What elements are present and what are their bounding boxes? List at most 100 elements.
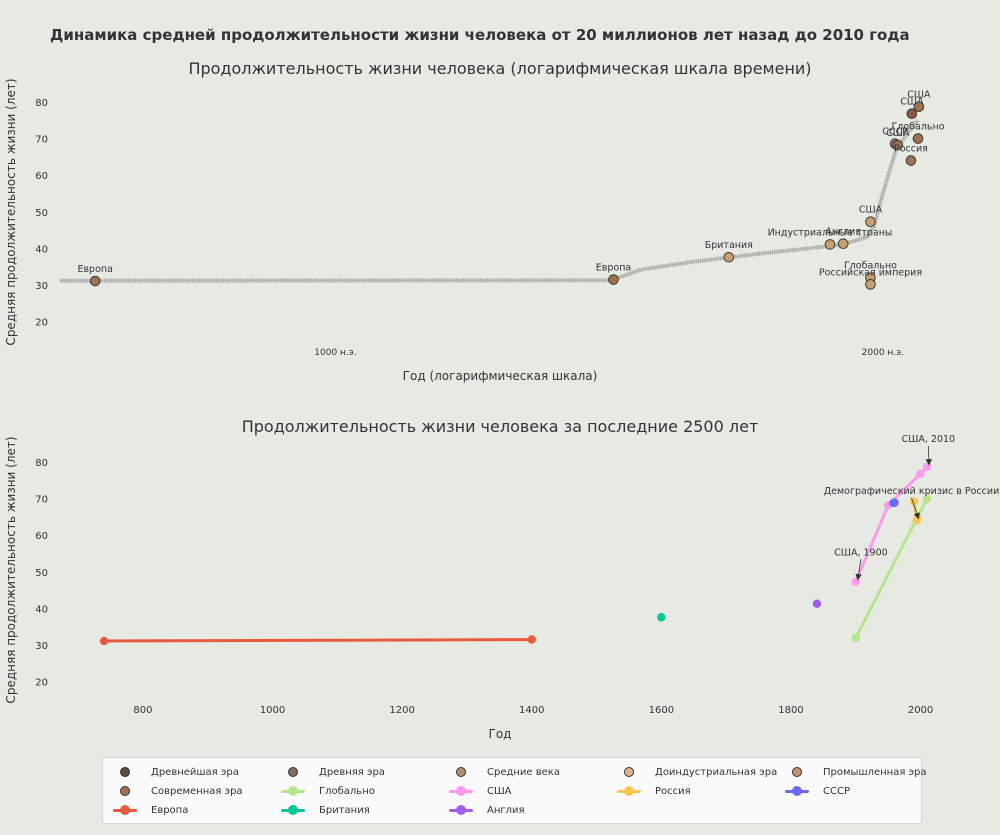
chart2-point [527,635,536,644]
chart1-point-label: Европа [77,264,112,275]
chart2-ytick-label: 30 [35,641,48,652]
chart2-point [851,577,860,586]
legend-item: Доиндустриальная эра [617,763,777,781]
chart1-point [837,238,849,249]
chart2-annotation-arrow [855,559,862,581]
chart1-point-label: Европа [596,263,631,274]
figure-title: Динамика средней продолжительности жизни… [50,26,910,44]
legend-item: Россия [617,782,691,800]
chart1-xtick-label: 2000 н.э. [862,348,904,358]
legend-label: Промышленная эра [823,766,927,778]
chart1-ytick-label: 30 [35,281,48,292]
legend-label: Англия [487,804,525,816]
chart1-point [723,251,735,263]
chart2-xtick-label: 1600 [649,705,674,716]
chart2-point [812,599,822,608]
legend-item: Европа [113,801,188,819]
legend-label: Средние века [487,766,560,778]
chart2-series-line [854,465,929,584]
chart2-annotation: США, 1900 [834,547,888,558]
chart1-trend-core [60,119,919,282]
legend-marker [617,763,641,781]
chart1-point [824,239,836,250]
legend-label: Европа [151,804,189,816]
chart2-point [657,613,666,622]
legend-label: Британия [319,804,370,816]
chart1-point [912,133,924,144]
chart1-point-label: СССР [882,127,908,138]
legend-marker [281,801,305,819]
chart2-point [916,469,925,478]
chart2-annotation: США, 2010 [902,434,956,445]
legend-item: Англия [449,801,525,819]
chart1-point-label: Англия [825,227,861,238]
chart2-ytick-label: 50 [35,568,48,579]
legend-marker [449,763,473,781]
legend-item: Древняя эра [281,763,385,781]
legend-marker [785,763,809,781]
chart1-point [906,108,918,119]
chart2-annotation: Демографический кризис в России [824,486,1000,497]
legend-label: Современная эра [151,785,243,797]
chart1-point [89,275,101,287]
chart2-xtick-label: 1200 [389,705,414,716]
chart2-ytick-label: 20 [35,678,48,689]
chart2-point [851,633,860,642]
chart1-title: Продолжительность жизни человека (логари… [188,59,811,78]
chart2-xtick-label: 800 [133,705,152,716]
legend-item: Глобально [281,782,375,800]
chart1-point-label: Индустриальные страны [768,227,893,238]
legend-item: Промышленная эра [785,763,926,781]
chart2-annotation-arrow [911,497,920,520]
legend-item: Британия [281,801,370,819]
chart2-point [890,498,899,507]
chart1-point-label: США [886,128,910,139]
chart1-ytick-label: 70 [35,135,48,146]
log-scale-chart: Продолжительность жизни человека (логари… [4,59,945,383]
legend-label: СССР [823,785,850,797]
legend-item: СССР [785,782,850,800]
chart1-xlabel: Год (логарифмическая шкала) [403,369,598,383]
chart2-ytick-label: 60 [35,531,48,542]
chart1-ylabel: Средняя продолжительность жизни (лет) [4,78,18,345]
chart2-xtick-label: 1000 [260,705,285,716]
chart1-ytick-label: 60 [35,171,48,182]
chart1-point-label: Британия [705,240,753,251]
legend-label: Доиндустриальная эра [655,766,778,778]
chart2-ytick-label: 40 [35,604,48,615]
chart2-ylabel: Средняя продолжительность жизни (лет) [4,436,18,703]
legend-item: Современная эра [113,782,243,800]
legend-label: Россия [655,785,691,797]
chart1-ytick-label: 40 [35,244,48,255]
chart2-point [99,636,109,646]
chart1-xtick-label: 1000 н.э. [314,348,356,358]
chart2-xtick-label: 2000 [908,705,933,716]
chart1-point [892,139,904,151]
chart1-point [608,274,619,285]
chart2-annotation-arrow [925,445,933,466]
legend-item: Древнейшая эра [113,763,239,781]
chart2-ytick-label: 80 [35,458,48,469]
legend-marker [281,782,305,800]
chart1-ytick-label: 80 [35,98,48,109]
recent-2500-years-chart: Продолжительность жизни человека за посл… [4,417,1000,741]
legend-item: США [449,782,512,800]
chart1-point-label: США [859,205,883,216]
legend-label: Глобально [319,785,375,797]
chart1-trend-line [60,119,920,283]
legend-marker [113,782,137,800]
chart2-point [922,494,932,503]
chart1-point [865,279,876,290]
legend-label: Древнейшая эра [151,766,239,778]
chart2-xlabel: Год [489,727,512,741]
chart1-point-label: Россия [894,144,928,155]
chart2-title: Продолжительность жизни человека за посл… [242,417,759,436]
legend-marker [785,782,809,800]
legend-marker [449,782,473,800]
legend-marker [113,801,137,819]
chart1-point [865,216,876,228]
legend-label: Древняя эра [319,766,385,778]
legend-marker [113,763,137,781]
legend: Древнейшая эра Древняя эра Средние века Дои… [102,757,926,824]
legend-marker [617,782,641,800]
